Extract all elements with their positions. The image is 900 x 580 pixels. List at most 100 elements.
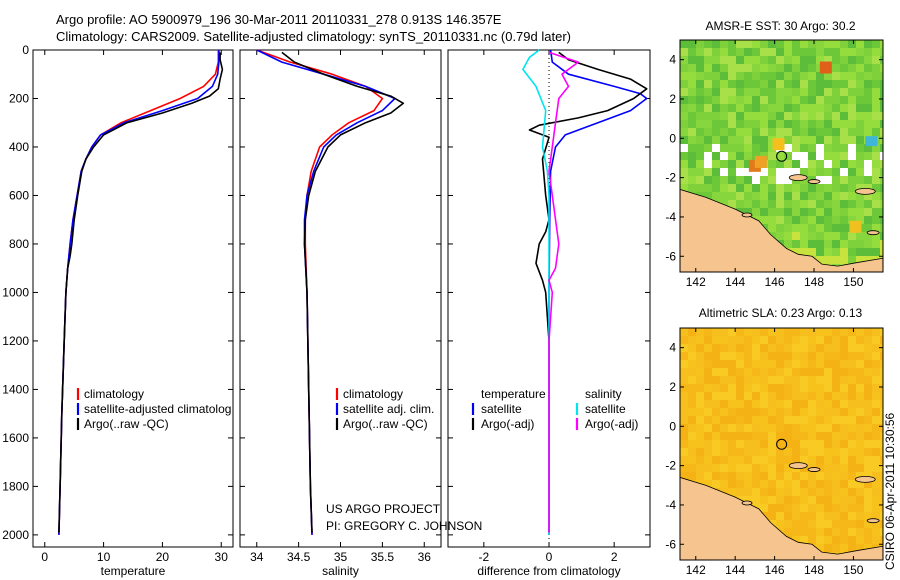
x-tick-label: -2 [479,550,490,564]
series-line-3 [548,51,580,533]
island [788,174,808,182]
y-tick-label: 1200 [2,334,29,348]
land-mass [680,189,883,272]
x-tick-label: 10 [97,550,111,564]
legend-label: Argo(-adj) [481,417,534,431]
y-tick-label: 1800 [2,479,29,493]
legend-label: satellite [481,402,522,416]
island [866,518,880,524]
x-tick-label: 0 [41,550,48,564]
credit-line1: US ARGO PROJECT [326,502,441,516]
legend-label: temperature [481,387,546,401]
y-tick-label: 4 [669,53,676,67]
float-position-marker [776,438,788,450]
x-tick-label: 35 [334,550,348,564]
x-tick-label: 34.5 [287,550,311,564]
series-line-2 [58,52,224,533]
map-frame [679,39,884,273]
y-tick-label: 1600 [2,431,29,445]
y-tick-label: 0 [669,419,676,433]
island [807,179,821,184]
y-tick-label: 2 [669,92,676,106]
x-axis-label: temperature [101,564,166,578]
timestamp-note: CSIRO 06-Apr-2011 10:30:56 [883,412,897,570]
y-tick-label: -6 [665,249,676,263]
x-tick-label: 146 [765,275,785,289]
sst-map: 142 144 146 148 150 4 2 0 -2 -4 -6 [665,39,884,289]
y-tick-label: 0 [669,131,676,145]
y-tick-label: 1000 [2,285,29,299]
legend-label: Argo(-adj) [585,417,638,431]
y-tick-label: -4 [665,210,676,224]
island [866,230,880,236]
x-tick-label: 148 [804,275,824,289]
x-tick-label: 150 [843,563,863,577]
y-tick-label: 600 [9,188,29,202]
legend-label: satellite [585,402,626,416]
legend-label: climatology [343,387,403,401]
map-frame [679,327,884,561]
x-tick-label: 144 [725,563,745,577]
legend-label: satellite-adjusted climatolog [84,402,231,416]
profile-header-line2: Climatology: CARS2009. Satellite-adjuste… [56,29,571,44]
series-line-2 [281,51,405,533]
x-tick-label: 148 [804,563,824,577]
sst-cool-spot [865,136,878,147]
y-tick-label: 2000 [2,528,29,542]
legend-label: Argo(..raw -QC) [84,417,169,431]
legend-label: satellite adj. clim. [343,402,434,416]
map-field [680,40,883,272]
sst-warm-spot [819,61,832,74]
y-tick-label: 1400 [2,382,29,396]
profile-panel-1: 34 34.5 35 35.5 36 salinity climatologysatelli… [239,49,442,578]
x-tick-label: 146 [765,563,785,577]
sst-warm-spot [754,155,767,168]
map-field [680,328,883,560]
y-tick-label: 4 [669,341,676,355]
x-tick-label: 144 [725,275,745,289]
profile-header-line1: Argo profile: AO 5900979_196 30-Mar-2011… [56,12,502,27]
x-tick-label: 35.5 [371,550,395,564]
y-tick-label: -4 [665,498,676,512]
island [807,467,821,472]
series-line-0 [548,49,648,535]
y-tick-label: -2 [665,171,676,185]
land-mass [680,477,883,560]
x-tick-label: 142 [686,563,706,577]
legend-label: salinity [585,387,622,401]
x-tick-label: 34 [250,550,264,564]
y-tick-label: 0 [22,43,29,57]
x-tick-label: 142 [686,275,706,289]
x-tick-label: 0 [546,550,553,564]
y-tick-label: 400 [9,140,29,154]
y-tick-label: 800 [9,237,29,251]
credit-line2: PI: GREGORY C. JOHNSON [326,519,482,533]
x-axis-label: salinity [322,564,359,578]
x-tick-label: 36 [418,550,432,564]
y-tick-label: -2 [665,459,676,473]
float-position-marker [776,150,788,162]
sst-warm-spot [772,138,785,151]
profile-panel-0: 0 10 20 30 0 200 400 600 800 1000 1200 1400 1600 1800… [2,43,234,578]
x-tick-label: 2 [611,550,618,564]
island [788,462,808,470]
legend-label: climatology [84,387,144,401]
island [741,212,753,218]
series-line-2 [522,49,550,535]
island [741,500,753,506]
island [854,475,876,483]
x-axis-label: difference from climatology [477,564,620,578]
x-tick-label: 150 [843,275,863,289]
sst-warm-spot [849,220,862,233]
y-tick-label: 200 [9,91,29,105]
y-tick-label: 2 [669,380,676,394]
x-tick-label: 20 [156,550,170,564]
plot-frame [32,49,234,548]
y-tick-label: -6 [665,537,676,551]
sla-map: 142 144 146 148 150 4 2 0 -2 -4 -6 [665,327,884,577]
sst-map-title: AMSR-E SST: 30 Argo: 30.2 [705,19,856,33]
x-tick-label: 30 [215,550,229,564]
island [854,187,876,195]
